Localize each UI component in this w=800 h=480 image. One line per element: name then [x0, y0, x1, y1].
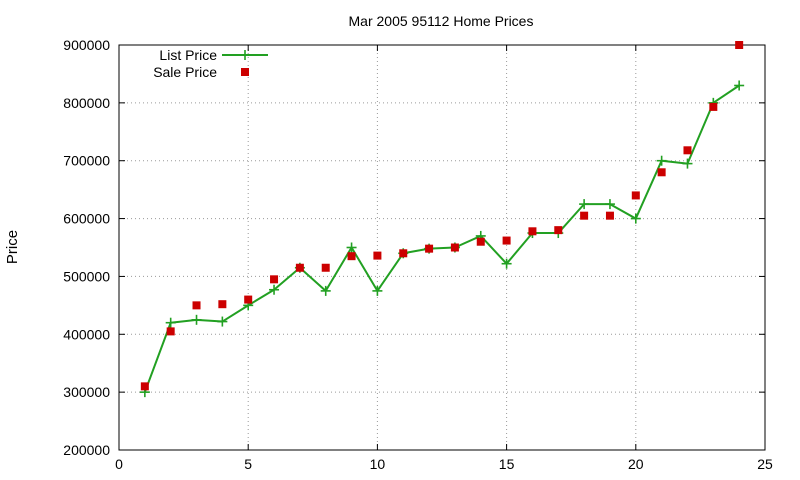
list-price-point [604, 199, 615, 210]
sale-price-point [270, 275, 279, 284]
sale-price-point [244, 295, 253, 304]
x-tick-label: 20 [628, 456, 644, 472]
y-tick-label: 400000 [63, 326, 110, 342]
sale-price-point [295, 263, 304, 272]
sale-price-point [709, 102, 718, 111]
sale-price-point [657, 168, 666, 177]
sale-price-point [347, 252, 356, 261]
y-tick-label: 800000 [63, 95, 110, 111]
list-price-point [372, 285, 383, 296]
sale-price-point [218, 300, 227, 309]
list-price-point [217, 316, 228, 327]
sale-price-point [735, 41, 744, 49]
chart-title: Mar 2005 95112 Home Prices [349, 13, 534, 29]
list-price-point [165, 317, 176, 328]
sale-price-point [605, 211, 614, 220]
sale-price-point [140, 382, 149, 391]
list-price-point [191, 314, 202, 325]
sale-price-point [373, 251, 382, 260]
list-price-point [320, 285, 331, 296]
y-axis-label: Price [4, 230, 21, 264]
y-tick-label: 200000 [63, 442, 110, 458]
x-tick-label: 0 [115, 456, 123, 472]
list-price-line [143, 84, 740, 393]
sale-price-point [683, 146, 692, 155]
sale-price-point [554, 226, 563, 235]
y-tick-label: 500000 [63, 268, 110, 284]
legend-marker-list-price [240, 50, 250, 60]
y-tick-label: 300000 [63, 384, 110, 400]
plot-frame [118, 44, 766, 451]
sale-price-point [528, 227, 537, 236]
y-tick-label: 700000 [63, 153, 110, 169]
legend-label-sale-price: Sale Price [153, 64, 217, 80]
sale-price-point [192, 301, 201, 310]
sale-price-point [580, 211, 589, 220]
sale-price-point [502, 236, 511, 245]
list-price-point [579, 199, 590, 210]
sale-price-point [476, 237, 485, 246]
x-tick-label: 5 [244, 456, 252, 472]
list-price-point [656, 155, 667, 166]
sale-price-point [450, 243, 459, 252]
legend-marker-sale-price [241, 68, 249, 76]
list-price-point [630, 213, 641, 224]
sale-price-point [399, 249, 408, 258]
x-tick-label: 10 [370, 456, 386, 472]
list-price-point [346, 242, 357, 253]
sale-price-point [425, 244, 434, 253]
x-tick-label: 15 [499, 456, 515, 472]
y-tick-label: 600000 [63, 211, 110, 227]
x-tick-label: 25 [757, 456, 773, 472]
list-price-point [682, 158, 693, 169]
list-price-point [501, 258, 512, 269]
sale-price-point [631, 191, 640, 200]
list-price-point [269, 284, 280, 295]
y-tick-label: 900000 [63, 37, 110, 53]
sale-price-point [166, 327, 175, 336]
legend-label-list-price: List Price [159, 47, 217, 63]
axis-ticks: 0 5 10 15 20 25 200000 300000 400000 500000 600000… [63, 37, 773, 472]
list-price-point [734, 80, 745, 91]
series [139, 41, 745, 398]
sale-price-point [321, 263, 330, 272]
